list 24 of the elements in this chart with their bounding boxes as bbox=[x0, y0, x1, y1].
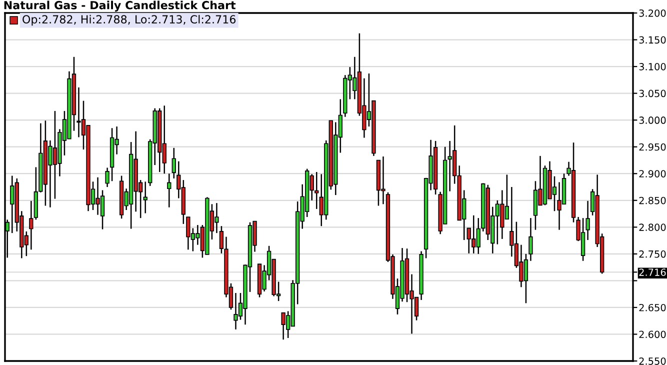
candlestick bbox=[586, 200, 590, 241]
y-tick-label: 3.000 bbox=[639, 116, 666, 124]
candlestick bbox=[143, 181, 148, 214]
candlestick bbox=[167, 172, 172, 208]
y-tick-label: 3.050 bbox=[639, 90, 666, 98]
y-tick-label: 2.716 bbox=[639, 268, 666, 276]
y-tick-label: 2.900 bbox=[639, 170, 666, 178]
annotation: Op:2.782, Hi:2.788, Lo:2.713, Cl:2.716 bbox=[22, 14, 236, 26]
y-tick-label: 2.850 bbox=[639, 196, 666, 204]
y-tick-label: 2.600 bbox=[639, 330, 666, 338]
candlestick bbox=[528, 217, 533, 262]
candlestick bbox=[105, 167, 110, 188]
y-tick-label: 3.200 bbox=[639, 9, 666, 17]
candlestick bbox=[314, 171, 319, 210]
y-tick-label: 2.550 bbox=[639, 357, 666, 365]
y-tick-label: 2.800 bbox=[639, 224, 666, 231]
candlestick bbox=[29, 200, 34, 250]
y-tick-label: 3.150 bbox=[639, 36, 666, 44]
y-tick-label: 2.950 bbox=[639, 143, 666, 151]
candlestick bbox=[172, 147, 176, 180]
y-tick-label: 2.750 bbox=[639, 250, 666, 258]
y-tick-label: 3.100 bbox=[639, 63, 666, 70]
chart-title: Natural Gas - Daily Candlestick Chart bbox=[4, 0, 236, 12]
y-tick-label: 2.650 bbox=[639, 304, 666, 312]
